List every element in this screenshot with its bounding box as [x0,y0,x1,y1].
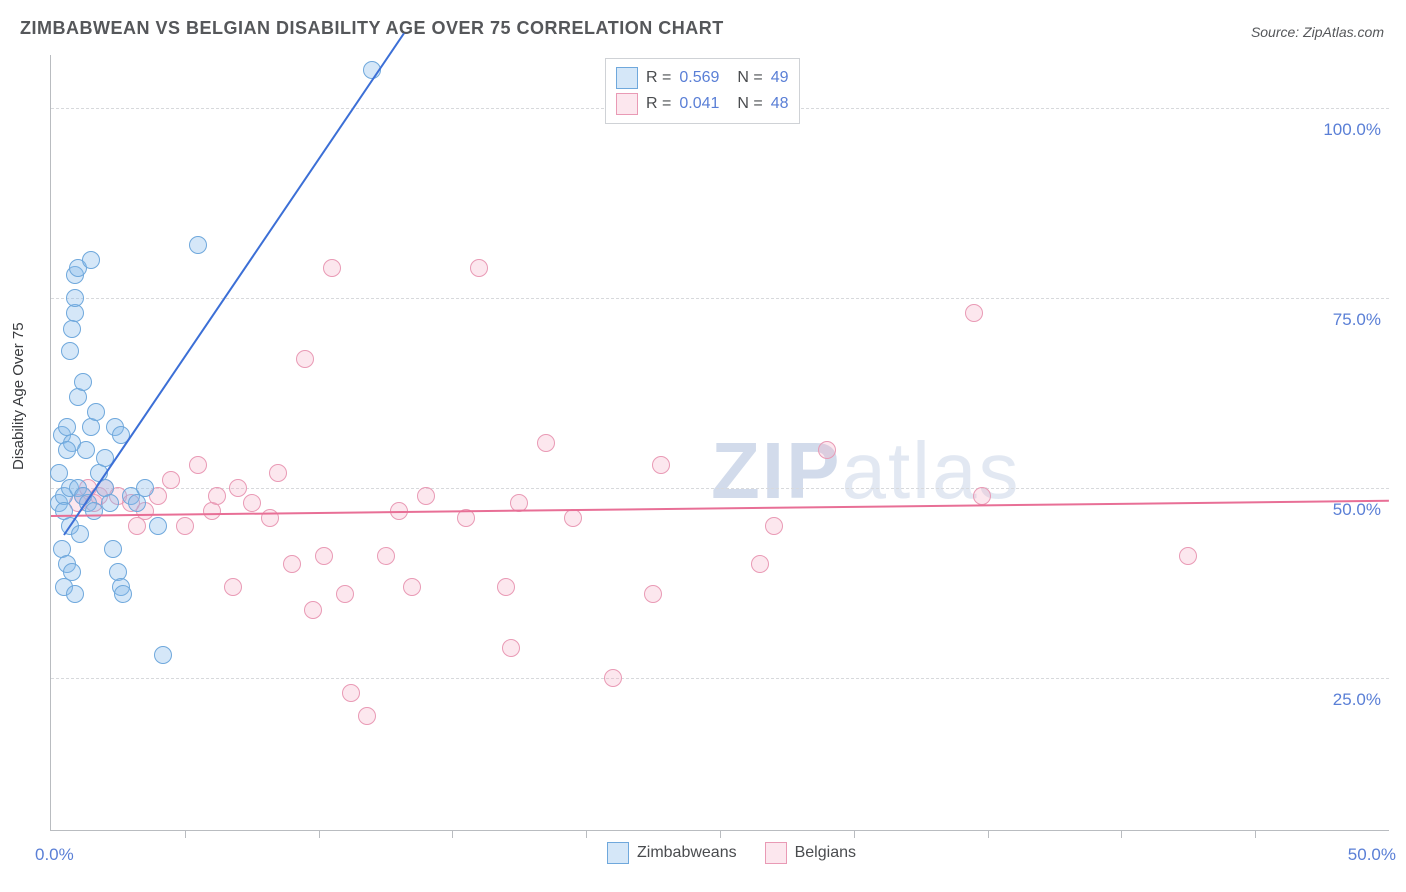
data-point [765,517,783,535]
data-point [296,350,314,368]
data-point [74,373,92,391]
y-tick-label: 50.0% [1333,500,1381,520]
data-point [644,585,662,603]
gridline [51,678,1389,679]
data-point [502,639,520,657]
x-tick [319,830,320,838]
data-point [176,517,194,535]
x-tick [1255,830,1256,838]
data-point [128,517,146,535]
legend-swatch-blue [607,842,629,864]
data-point [61,342,79,360]
data-point [336,585,354,603]
x-tick [720,830,721,838]
source-attribution: Source: ZipAtlas.com [1251,24,1384,40]
data-point [208,487,226,505]
data-point [149,517,167,535]
x-tick [1121,830,1122,838]
data-point [50,464,68,482]
watermark: ZIPatlas [711,425,1020,517]
data-point [66,585,84,603]
n-value: 49 [771,69,789,87]
stats-row-zimbabweans: R = 0.569 N = 49 [616,65,789,91]
y-tick-label: 25.0% [1333,690,1381,710]
data-point [1179,547,1197,565]
legend-swatch-blue [616,67,638,89]
data-point [323,259,341,277]
data-point [136,479,154,497]
data-point [189,236,207,254]
chart-title: ZIMBABWEAN VS BELGIAN DISABILITY AGE OVE… [20,18,724,39]
x-axis-max-label: 50.0% [1348,845,1396,865]
legend-item-belgians: Belgians [765,842,856,864]
data-point [58,441,76,459]
data-point [604,669,622,687]
data-point [66,289,84,307]
data-point [114,585,132,603]
stats-row-belgians: R = 0.041 N = 48 [616,91,789,117]
data-point [315,547,333,565]
data-point [82,251,100,269]
data-point [417,487,435,505]
x-tick [185,830,186,838]
data-point [818,441,836,459]
x-axis-min-label: 0.0% [35,845,74,865]
data-point [224,578,242,596]
data-point [269,464,287,482]
n-value: 48 [771,95,789,113]
r-value: 0.569 [679,69,719,87]
data-point [101,494,119,512]
data-point [973,487,991,505]
legend-swatch-pink [765,842,787,864]
legend-item-zimbabweans: Zimbabweans [607,842,737,864]
series-legend: Zimbabweans Belgians [607,842,856,864]
y-axis-label: Disability Age Over 75 [10,322,27,470]
x-tick [988,830,989,838]
data-point [189,456,207,474]
data-point [470,259,488,277]
data-point [63,320,81,338]
data-point [283,555,301,573]
x-tick [854,830,855,838]
scatter-plot-area: ZIPatlas 25.0% 50.0% 75.0% 100.0% [50,55,1389,831]
gridline [51,298,1389,299]
data-point [77,441,95,459]
r-value: 0.041 [679,95,719,113]
data-point [564,509,582,527]
data-point [71,525,89,543]
data-point [304,601,322,619]
data-point [342,684,360,702]
x-tick [452,830,453,838]
data-point [537,434,555,452]
data-point [162,471,180,489]
data-point [358,707,376,725]
legend-swatch-pink [616,93,638,115]
data-point [229,479,247,497]
data-point [652,456,670,474]
data-point [243,494,261,512]
data-point [965,304,983,322]
data-point [497,578,515,596]
correlation-stats-box: R = 0.569 N = 49 R = 0.041 N = 48 [605,58,800,124]
data-point [154,646,172,664]
data-point [104,540,122,558]
data-point [87,403,105,421]
y-tick-label: 75.0% [1333,310,1381,330]
y-tick-label: 100.0% [1323,120,1381,140]
data-point [751,555,769,573]
x-tick [586,830,587,838]
gridline [51,488,1389,489]
data-point [403,578,421,596]
data-point [377,547,395,565]
